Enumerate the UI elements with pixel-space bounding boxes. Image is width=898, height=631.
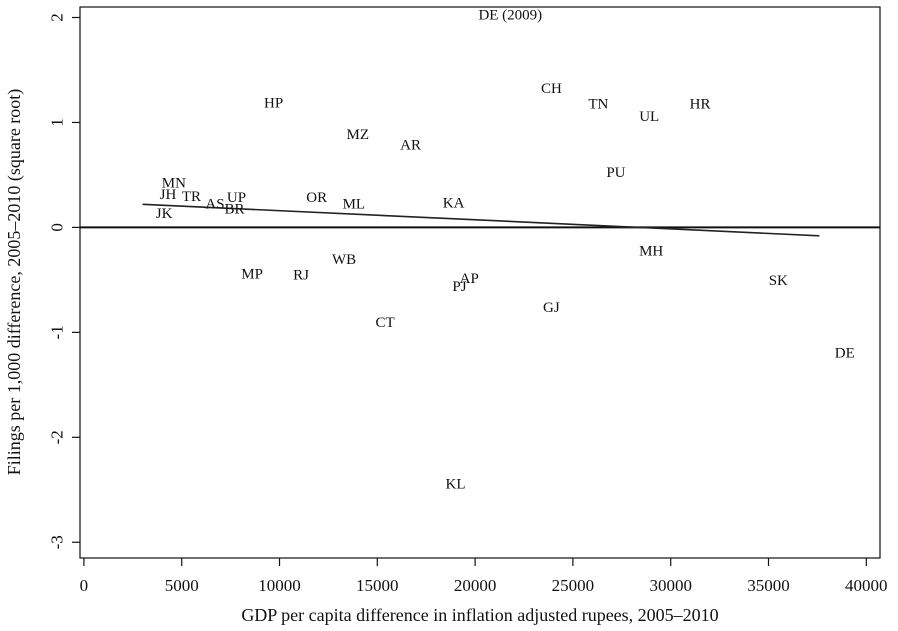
point-label-hr: HR <box>690 97 711 113</box>
point-label-tn: TN <box>588 97 608 113</box>
point-label-ml: ML <box>343 196 366 212</box>
point-label-ct: CT <box>376 315 395 331</box>
fitted-trend-line <box>142 203 820 237</box>
point-label-gj: GJ <box>543 300 560 316</box>
x-tick-label: 35000 <box>747 576 790 595</box>
point-label-jk: JK <box>156 206 173 222</box>
point-label-br: BR <box>225 202 245 218</box>
x-tick-label: 20000 <box>454 576 497 595</box>
point-label-de-2009: DE (2009) <box>478 7 542 23</box>
y-tick-label: -3 <box>48 535 67 549</box>
x-axis-title: GDP per capita difference in inflation a… <box>241 605 718 625</box>
y-tick-label: 2 <box>48 13 67 22</box>
x-tick-label: 0 <box>80 576 89 595</box>
y-axis-title: Filings per 1,000 difference, 2005–2010 … <box>4 89 25 476</box>
x-axis: 0 5000 10000 15000 20000 25000 30000 35000 40000 <box>80 558 888 595</box>
x-tick-label: 30000 <box>649 576 692 595</box>
x-tick-label: 10000 <box>258 576 301 595</box>
point-label-tr: TR <box>182 189 201 205</box>
point-label-jh: JH <box>160 187 177 203</box>
point-label-mz: MZ <box>347 127 370 143</box>
point-label-mp: MP <box>241 267 263 283</box>
point-label-ka: KA <box>443 195 465 211</box>
x-tick-label: 25000 <box>552 576 595 595</box>
point-label-kl: KL <box>446 477 466 493</box>
point-label-ch: CH <box>541 81 562 97</box>
point-label-mh: MH <box>639 244 663 260</box>
point-label-hp: HP <box>264 96 283 112</box>
point-label-up: UP <box>227 190 246 206</box>
point-label-de: DE <box>835 345 855 361</box>
point-label-sk: SK <box>769 273 788 289</box>
point-label-ap: AP <box>460 271 479 287</box>
point-label-or: OR <box>306 190 327 206</box>
point-label-pj: PJ <box>452 279 466 295</box>
y-tick-label: -1 <box>48 325 67 339</box>
point-label-pu: PU <box>606 165 625 181</box>
y-tick-label: 1 <box>48 118 67 127</box>
y-tick-label: -2 <box>48 430 67 444</box>
plot-frame <box>79 6 881 559</box>
x-tick-label: 40000 <box>845 576 888 595</box>
point-label-mn: MN <box>162 175 186 191</box>
y-tick-label: 0 <box>48 223 67 232</box>
x-tick-label: 5000 <box>165 576 199 595</box>
point-label-rj: RJ <box>293 268 309 284</box>
point-label-wb: WB <box>332 252 356 268</box>
point-label-ar: AR <box>400 138 421 154</box>
point-label-ul: UL <box>639 109 659 125</box>
point-label-as: AS <box>205 196 224 212</box>
x-tick-label: 15000 <box>356 576 399 595</box>
y-axis: -3 -2 -1 0 1 2 <box>48 13 80 549</box>
